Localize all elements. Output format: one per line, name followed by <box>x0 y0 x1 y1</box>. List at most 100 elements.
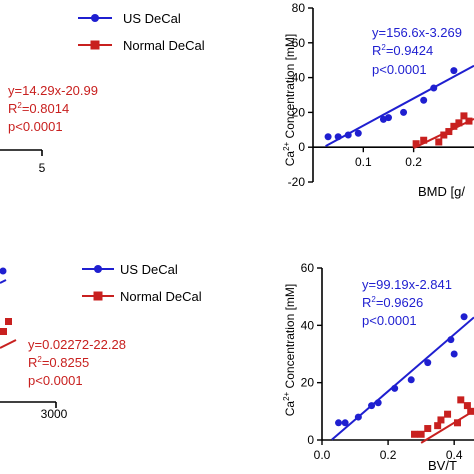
tr-y-tick-label: -20 <box>288 175 306 189</box>
tr-normal-point <box>412 140 420 148</box>
tl-equation: y=14.29x-20.99 <box>8 83 98 98</box>
top-left-panel: 5 US DeCal Normal DeCal y=14.29x-20.99 R… <box>0 11 205 175</box>
bl-pvalue: p<0.0001 <box>28 373 83 388</box>
tr-y-tick-label: 40 <box>292 71 306 85</box>
top-right-y-label: Ca2+ Concentration [mM] <box>282 34 297 167</box>
br-us-point <box>354 413 362 421</box>
bl-normal-point <box>5 318 12 325</box>
bottom-right-annotation: y=99.19x-2.841 R2=0.9626 p<0.0001 <box>362 277 452 328</box>
bottom-right-x-label: BV/T <box>428 458 457 473</box>
br-normal-point <box>457 396 465 404</box>
bottom-legend: US DeCal Normal DeCal <box>82 262 202 304</box>
top-right-x-label: BMD [g/ <box>418 184 465 199</box>
bottom-right-points <box>335 313 474 438</box>
tr-normal-point <box>450 122 458 130</box>
top-right-chart: -20 0 20 40 60 80 0.1 0.2 BMD [g/ Ca2+ Concentr… <box>282 1 474 199</box>
tr-us-point <box>430 84 438 92</box>
br-us-point <box>450 350 458 358</box>
top-right-points <box>324 67 473 148</box>
bottom-right-y-label: Ca2+ Concentration [mM] <box>282 284 297 417</box>
br-us-point <box>460 313 468 321</box>
br-equation: y=99.19x-2.841 <box>362 277 452 292</box>
br-x-tick-label: 0.4 <box>446 448 463 462</box>
bl-r2: R2=0.8255 <box>28 355 89 370</box>
tr-y-tick-label: 0 <box>298 140 305 154</box>
br-x-tick-label: 0.2 <box>380 448 397 462</box>
br-normal-point <box>453 419 461 427</box>
tr-y-tick-label: 60 <box>292 36 306 50</box>
tr-x-tick-label: 0.1 <box>355 155 372 169</box>
tr-y-tick-label: 20 <box>292 105 306 119</box>
tr-us-point <box>450 67 458 75</box>
tr-y-tick-label: 80 <box>292 1 306 15</box>
legend-us-marker <box>91 14 99 22</box>
br-y-tick-label: 0 <box>307 433 314 447</box>
tl-pvalue: p<0.0001 <box>8 119 63 134</box>
tr-normal-point <box>420 136 428 144</box>
br-normal-point <box>424 425 432 433</box>
br-normal-point <box>437 416 445 424</box>
tr-us-point <box>354 129 362 137</box>
br-y-tick-label: 40 <box>301 318 315 332</box>
br-pvalue: p<0.0001 <box>362 313 417 328</box>
legend-normal-label: Normal DeCal <box>120 289 202 304</box>
br-normal-point <box>463 402 471 410</box>
br-r2: R2=0.9626 <box>362 295 423 310</box>
br-x-tick-label: 0.0 <box>314 448 331 462</box>
br-us-point <box>447 336 455 344</box>
tr-normal-point <box>455 119 463 127</box>
br-us-point <box>341 419 349 427</box>
tr-us-point <box>420 96 428 104</box>
bottom-left-x-tick-label: 3000 <box>41 407 68 421</box>
tr-normal-point <box>465 117 473 125</box>
legend-normal-marker <box>93 291 103 301</box>
bottom-right-fit-lines <box>331 316 474 444</box>
top-right-axes: -20 0 20 40 60 80 0.1 0.2 <box>288 1 474 189</box>
br-normal-point <box>411 430 419 438</box>
tr-normal-point <box>440 131 448 139</box>
tr-us-point <box>344 131 352 139</box>
tr-us-point <box>384 114 392 122</box>
br-us-point <box>407 376 415 384</box>
br-normal-point <box>467 407 474 415</box>
br-y-tick-label: 60 <box>301 261 315 275</box>
tr-normal-point <box>460 112 468 120</box>
tr-pvalue: p<0.0001 <box>372 62 427 77</box>
tr-us-point <box>400 108 408 116</box>
br-normal-point <box>434 422 442 430</box>
tr-normal-point <box>435 138 443 146</box>
top-left-x-tick-label: 5 <box>39 161 46 175</box>
br-us-point <box>368 402 376 410</box>
bottom-left-annotation: y=0.02272-22.28 R2=0.8255 p<0.0001 <box>28 337 126 388</box>
top-legend: US DeCal Normal DeCal <box>78 11 205 53</box>
br-normal-point <box>417 430 425 438</box>
bl-equation: y=0.02272-22.28 <box>28 337 126 352</box>
tr-r2: R2=0.9424 <box>372 43 433 58</box>
legend-us-marker <box>94 265 102 273</box>
tr-us-point <box>334 133 342 141</box>
legend-us-label: US DeCal <box>123 11 181 26</box>
br-y-tick-label: 20 <box>301 376 315 390</box>
tr-x-tick-label: 0.2 <box>405 155 422 169</box>
legend-us-label: US DeCal <box>120 262 178 277</box>
tr-us-point <box>324 133 332 141</box>
bl-us-point <box>0 267 7 275</box>
bl-us-fit-line <box>0 279 7 284</box>
br-normal-fit-line <box>420 409 474 444</box>
br-us-point <box>424 359 432 367</box>
br-us-point <box>391 384 399 392</box>
legend-normal-label: Normal DeCal <box>123 38 205 53</box>
bl-normal-point <box>0 328 7 335</box>
bottom-left-panel: 3000 US DeCal Normal DeCal y=0.02272-22.… <box>0 262 202 421</box>
br-normal-point <box>444 410 452 418</box>
tl-r2: R2=0.8014 <box>8 101 69 116</box>
bl-normal-fit-line <box>0 339 17 349</box>
tr-equation: y=156.6x-3.269 <box>372 25 462 40</box>
bottom-right-chart: 0 20 40 60 0.0 0.2 0.4 BV/T Ca2+ Concentration… <box>282 261 474 473</box>
bottom-right-axes: 0 20 40 60 0.0 0.2 0.4 <box>301 261 474 462</box>
br-us-fit-line <box>331 316 474 441</box>
top-left-annotation: y=14.29x-20.99 R2=0.8014 p<0.0001 <box>8 83 98 134</box>
tr-normal-point <box>445 128 453 136</box>
top-right-annotation: y=156.6x-3.269 R2=0.9424 p<0.0001 <box>372 25 462 77</box>
